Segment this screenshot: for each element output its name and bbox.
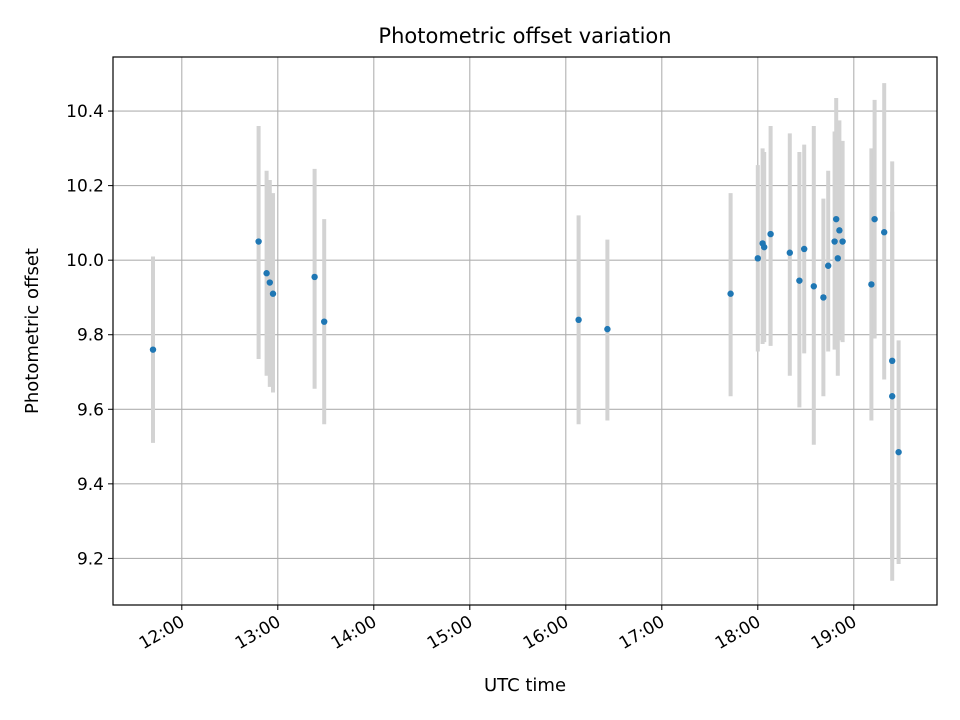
- data-point: [889, 357, 896, 365]
- data-point: [266, 279, 273, 286]
- y-axis-ticks: 9.2 9.4 9.6 9.8 10.0 10.2 10.4: [66, 102, 113, 569]
- data-point: [825, 262, 832, 269]
- data-point: [868, 281, 875, 288]
- data-point: [881, 229, 888, 236]
- data-point: [820, 294, 827, 301]
- data-point: [871, 215, 878, 223]
- y-tick-label: 10.4: [66, 102, 104, 122]
- data-point: [786, 249, 793, 256]
- chart-title: Photometric offset variation: [378, 24, 671, 48]
- data-point: [895, 448, 902, 456]
- data-point: [311, 273, 318, 281]
- data-point: [810, 283, 817, 290]
- y-tick-label: 9.8: [77, 326, 104, 346]
- data-point: [831, 238, 838, 245]
- y-tick-label: 10.0: [66, 251, 104, 271]
- data-point: [767, 230, 774, 238]
- data-point: [796, 277, 803, 284]
- data-point: [604, 325, 611, 333]
- y-axis-label: Photometric offset: [22, 248, 43, 414]
- data-point: [727, 290, 734, 297]
- y-tick-label: 10.2: [66, 177, 104, 197]
- data-point: [754, 255, 761, 262]
- data-point: [321, 318, 328, 325]
- data-point: [761, 243, 768, 251]
- data-point: [833, 215, 840, 223]
- data-point: [836, 227, 843, 234]
- plot-frame: [112, 56, 938, 606]
- x-axis-label: UTC time: [484, 675, 566, 696]
- y-tick-label: 9.2: [77, 549, 104, 569]
- data-point: [575, 316, 582, 324]
- data-point: [801, 245, 808, 253]
- y-tick-label: 9.6: [77, 400, 104, 420]
- data-point: [839, 238, 846, 245]
- data-point: [149, 346, 157, 353]
- data-point: [269, 290, 277, 297]
- data-point: [889, 393, 896, 400]
- data-point: [263, 270, 270, 277]
- data-point: [255, 238, 262, 245]
- data-points: [149, 215, 902, 456]
- data-point: [834, 255, 841, 262]
- y-tick-label: 9.4: [77, 475, 104, 495]
